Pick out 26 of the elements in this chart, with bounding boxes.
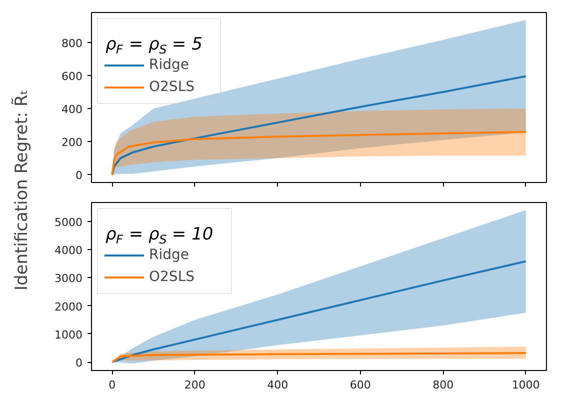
y-tick-label: 0	[76, 356, 82, 370]
x-tick-label: 0	[108, 378, 116, 392]
y-tick-label: 400	[62, 103, 83, 116]
y-tick-label: 3000	[54, 272, 83, 286]
y-axis-title: Identification Regret: R̃ₜ	[11, 90, 32, 291]
x-tick-label: 1000	[512, 378, 540, 392]
x-tick-label: 800	[432, 378, 454, 392]
y-tick-label: 600	[62, 70, 83, 83]
y-tick-label: 1000	[54, 328, 83, 342]
x-tick-label: 600	[350, 378, 371, 392]
x-tick-label: 200	[184, 378, 206, 392]
y-tick-label: 200	[62, 136, 83, 150]
y-tick-label: 5000	[54, 216, 83, 229]
line-series	[111, 75, 527, 176]
y-tick-label: 800	[62, 36, 83, 50]
line-series	[111, 352, 527, 364]
y-tick-label: 2000	[54, 300, 83, 314]
y-tick-label: 4000	[54, 244, 83, 257]
line-series	[111, 260, 527, 364]
legend-label: Ridge	[149, 57, 190, 73]
y-tick-label: 0	[76, 169, 82, 182]
legend-label: O2SLS	[149, 79, 194, 95]
legend-label: O2SLS	[149, 269, 194, 285]
line-series	[111, 131, 527, 176]
legend-label: Ridge	[149, 247, 190, 263]
x-tick-label: 400	[267, 378, 288, 392]
